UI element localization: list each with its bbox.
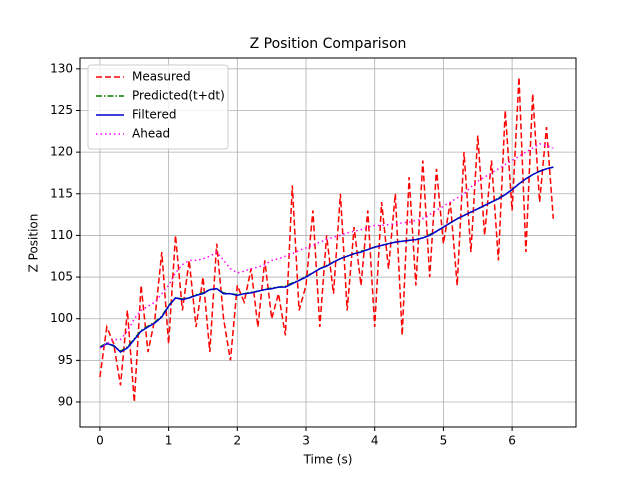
series-line <box>99 166 554 353</box>
legend-label: Ahead <box>132 127 170 141</box>
y-tick-label: 115 <box>50 186 73 200</box>
axes-frame <box>79 57 577 428</box>
x-axis-label: Time (s) <box>303 453 353 467</box>
x-tick-label: 6 <box>508 434 516 448</box>
y-tick-label: 130 <box>50 61 73 75</box>
y-tick-label: 120 <box>50 145 73 159</box>
y-tick-label: 110 <box>50 228 73 242</box>
y-axis-label: Z Position <box>27 214 41 273</box>
x-tick-label: 4 <box>371 434 379 448</box>
y-tick-label: 90 <box>58 395 73 409</box>
legend-label: Predicted(t+dt) <box>132 89 225 103</box>
x-tick-label: 1 <box>165 434 173 448</box>
y-tick-label: 125 <box>50 103 73 117</box>
x-tick-label: 3 <box>302 434 310 448</box>
chart-title: Z Position Comparison <box>250 36 407 52</box>
x-tick-label: 5 <box>440 434 448 448</box>
legend-label: Filtered <box>132 108 176 122</box>
legend-box <box>87 64 229 150</box>
x-tick-label: 2 <box>233 434 241 448</box>
series-line <box>99 142 554 349</box>
y-tick-label: 100 <box>50 311 73 325</box>
y-tick-label: 105 <box>50 270 73 284</box>
legend: Measured Predicted(t+dt) Filtered Ahead <box>87 64 229 150</box>
legend-label: Measured <box>132 70 191 84</box>
x-tick-label: 0 <box>96 434 104 448</box>
y-tick-label: 95 <box>58 353 73 367</box>
series-line <box>99 77 555 403</box>
